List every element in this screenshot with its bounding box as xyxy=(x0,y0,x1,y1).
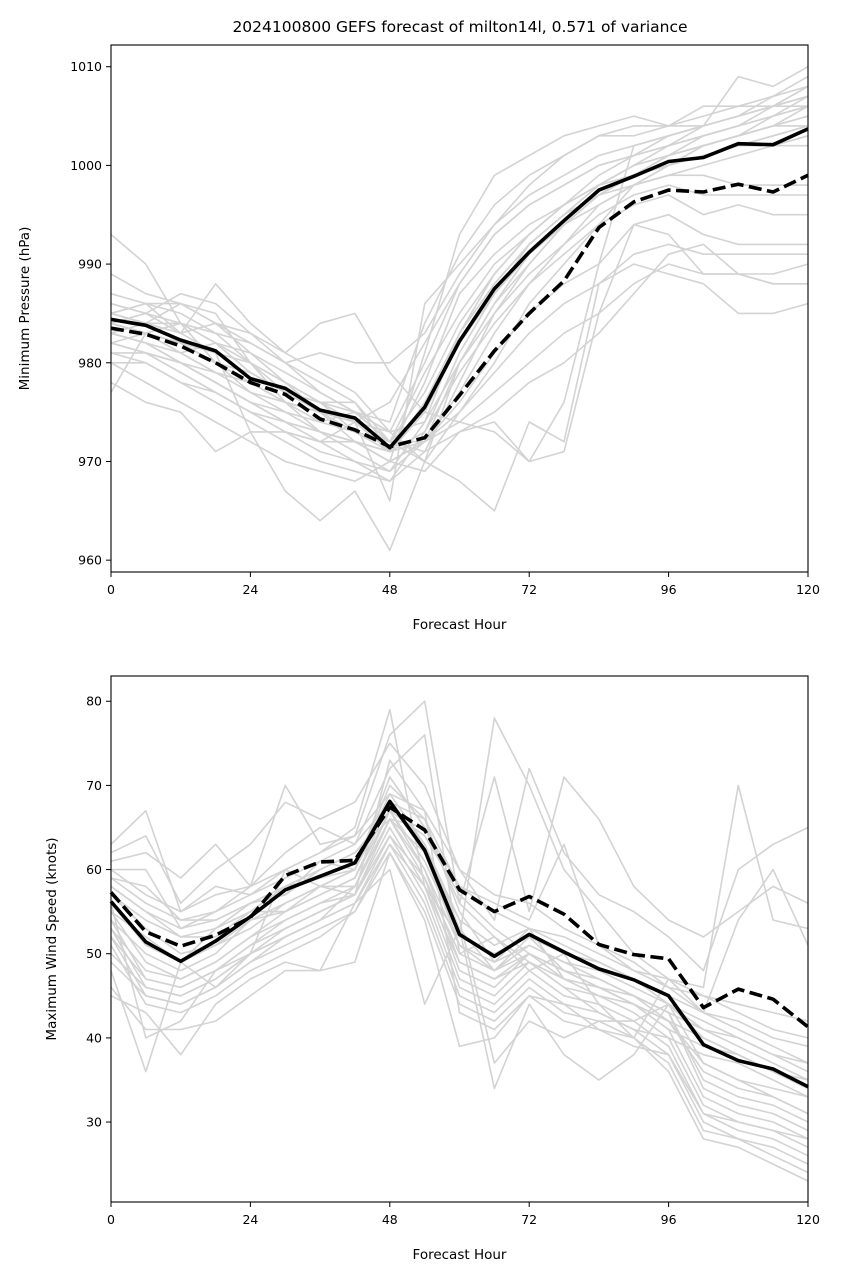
wind-y-axis-label: Maximum Wind Speed (knots) xyxy=(44,837,60,1040)
wind-member-line-14 xyxy=(110,759,809,1182)
wind-y-tick-label-30: 30 xyxy=(86,1115,102,1130)
pressure-x-tick-label-24: 24 xyxy=(242,582,258,597)
wind-x-tick-label-72: 72 xyxy=(521,1212,537,1227)
pressure-member-line-3 xyxy=(110,95,809,453)
wind-x-axis-label: Forecast Hour xyxy=(413,1247,507,1263)
pressure-y-axis-label: Minimum Pressure (hPa) xyxy=(17,227,33,391)
pressure-mean-solid-line xyxy=(110,127,809,450)
pressure-y-tick-label-1000: 1000 xyxy=(70,158,102,173)
pressure-panel: 0 24 48 72 96 120 960 970 980 990 1000 1010 Forecas… xyxy=(17,44,820,633)
pressure-member-line-15 xyxy=(110,105,809,443)
wind-x-tick-label-120: 120 xyxy=(796,1212,820,1227)
wind-member-line-26 xyxy=(110,835,809,1081)
pressure-series-group xyxy=(110,66,809,552)
wind-y-tick-label-40: 40 xyxy=(86,1030,102,1045)
pressure-y-tick-label-980: 980 xyxy=(78,355,102,370)
wind-member-line-21 xyxy=(110,793,809,1048)
pressure-x-tick-label-120: 120 xyxy=(796,582,820,597)
chart-title: 2024100800 GEFS forecast of milton14l, 0… xyxy=(232,18,687,36)
pressure-x-axis-label: Forecast Hour xyxy=(413,617,507,633)
pressure-y-tick-label-990: 990 xyxy=(78,257,102,272)
wind-x-tick-label-48: 48 xyxy=(382,1212,398,1227)
pressure-x-tick-label-48: 48 xyxy=(382,582,398,597)
pressure-member-line-28 xyxy=(110,105,808,364)
wind-member-line-24 xyxy=(110,809,809,1064)
wind-series-group xyxy=(109,700,810,1182)
wind-member-line-16 xyxy=(110,868,809,1098)
pressure-member-line-14 xyxy=(110,95,809,423)
pressure-axes-frame xyxy=(110,44,809,573)
pressure-x-tick-label-0: 0 xyxy=(107,582,115,597)
wind-member-line-18 xyxy=(110,818,809,1098)
wind-member-line-19 xyxy=(110,809,809,1081)
wind-x-tick-label-96: 96 xyxy=(661,1212,677,1227)
pressure-y-tick-label-1010: 1010 xyxy=(70,59,102,74)
pressure-x-tick-label-96: 96 xyxy=(661,582,677,597)
pressure-member-line-12 xyxy=(110,66,809,463)
wind-member-line-27 xyxy=(110,843,809,1090)
pressure-member-line-18 xyxy=(110,174,808,453)
wind-y-tick-label-80: 80 xyxy=(86,694,102,709)
wind-x-tick-label-24: 24 xyxy=(242,1212,258,1227)
wind-mean-dashed-line xyxy=(109,805,810,1029)
pressure-ticks: 0 24 48 72 96 120 960 970 980 990 1000 1010 xyxy=(70,59,820,597)
wind-member-line-15 xyxy=(110,851,809,1140)
pressure-member-line-25 xyxy=(110,263,809,512)
wind-member-line-13 xyxy=(110,851,809,1174)
wind-y-tick-label-70: 70 xyxy=(86,778,102,793)
pressure-y-tick-label-970: 970 xyxy=(78,454,102,469)
pressure-member-line-13 xyxy=(110,75,809,423)
wind-panel: 0 24 48 72 96 120 30 40 50 60 70 80 Forecast Hour M… xyxy=(44,675,820,1263)
pressure-y-tick-label-960: 960 xyxy=(78,553,102,568)
pressure-member-line-22 xyxy=(111,243,808,453)
wind-x-tick-label-0: 0 xyxy=(107,1212,115,1227)
wind-member-line-25 xyxy=(110,818,809,1073)
pressure-member-line-8 xyxy=(110,125,808,482)
pressure-member-line-27 xyxy=(110,85,809,463)
wind-y-tick-label-50: 50 xyxy=(86,946,102,961)
wind-ticks: 0 24 48 72 96 120 30 40 50 60 70 80 xyxy=(86,694,820,1227)
pressure-mean-dashed-line xyxy=(110,173,809,449)
wind-mean-solid-line xyxy=(109,799,809,1089)
wind-axes-frame xyxy=(110,675,809,1203)
pressure-member-line-26 xyxy=(110,223,808,473)
pressure-x-tick-label-72: 72 xyxy=(521,582,537,597)
wind-y-tick-label-60: 60 xyxy=(86,862,102,877)
